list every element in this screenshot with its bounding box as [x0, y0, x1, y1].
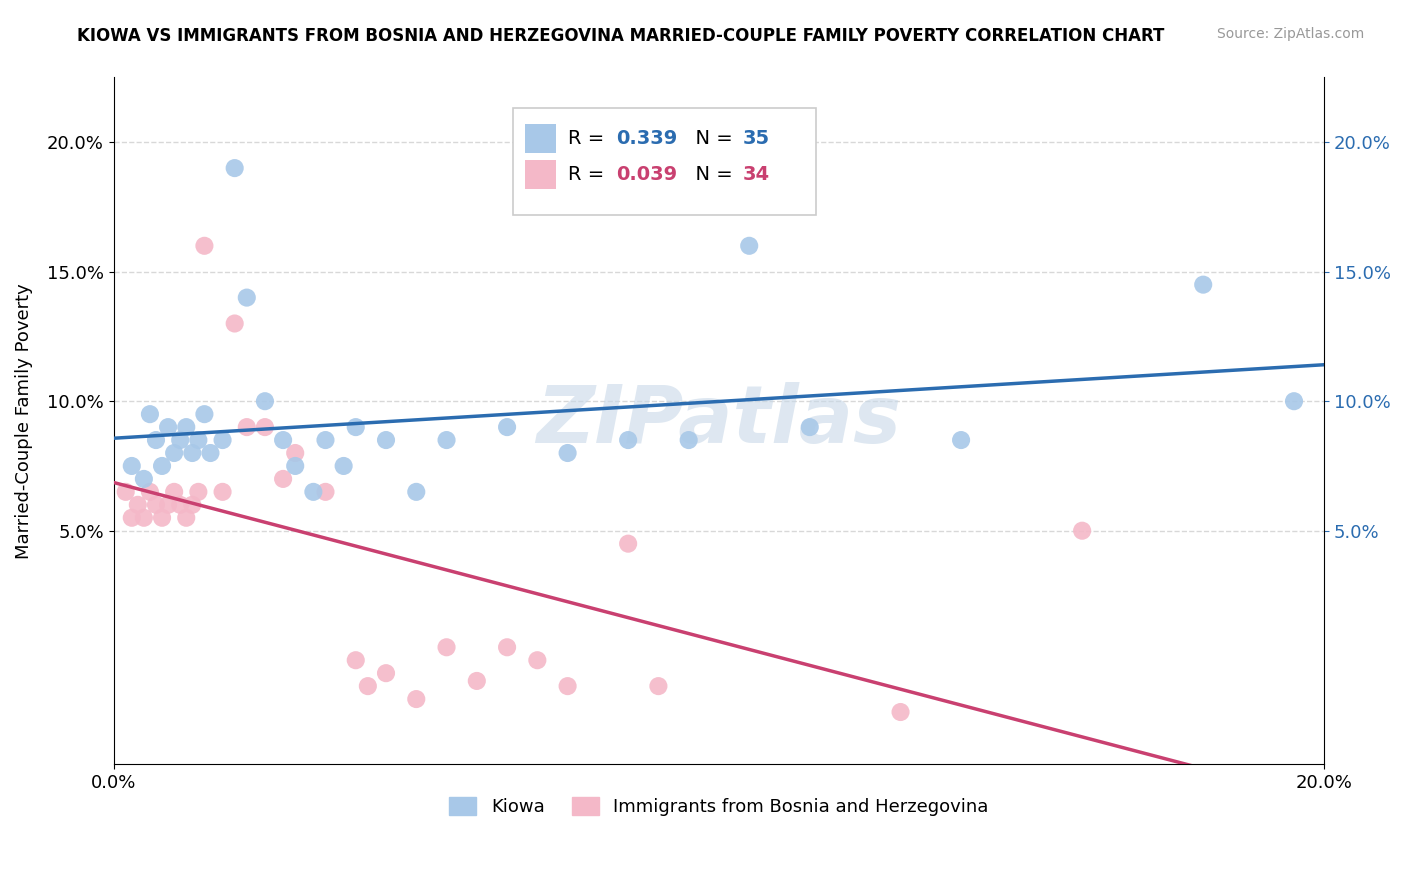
- Point: [890, 705, 912, 719]
- Text: N =: N =: [683, 165, 738, 184]
- Point: [253, 420, 276, 434]
- Point: [187, 433, 209, 447]
- Point: [169, 433, 191, 447]
- Point: [150, 458, 173, 473]
- Point: [163, 446, 186, 460]
- FancyBboxPatch shape: [526, 160, 555, 188]
- Text: ZIPatlas: ZIPatlas: [537, 382, 901, 459]
- Text: 0.339: 0.339: [616, 129, 678, 148]
- Point: [617, 433, 640, 447]
- Point: [496, 640, 519, 655]
- Point: [145, 433, 167, 447]
- Point: [114, 484, 136, 499]
- Point: [174, 420, 197, 434]
- Point: [121, 458, 143, 473]
- Point: [169, 498, 191, 512]
- Point: [157, 498, 180, 512]
- Point: [132, 510, 155, 524]
- Point: [344, 653, 367, 667]
- Point: [678, 433, 700, 447]
- Point: [344, 420, 367, 434]
- Point: [314, 484, 336, 499]
- Legend: Kiowa, Immigrants from Bosnia and Herzegovina: Kiowa, Immigrants from Bosnia and Herzeg…: [441, 789, 995, 823]
- Point: [193, 239, 215, 253]
- Point: [211, 484, 233, 499]
- Point: [557, 446, 579, 460]
- Point: [236, 420, 259, 434]
- Text: N =: N =: [683, 129, 738, 148]
- Point: [405, 692, 427, 706]
- Text: 35: 35: [744, 129, 770, 148]
- Point: [332, 458, 354, 473]
- Point: [145, 498, 167, 512]
- Point: [799, 420, 821, 434]
- Point: [1071, 524, 1094, 538]
- Point: [271, 472, 294, 486]
- FancyBboxPatch shape: [513, 108, 815, 215]
- Point: [132, 472, 155, 486]
- Point: [224, 161, 246, 175]
- Point: [127, 498, 149, 512]
- Y-axis label: Married-Couple Family Poverty: Married-Couple Family Poverty: [15, 283, 32, 558]
- Point: [253, 394, 276, 409]
- Point: [284, 446, 307, 460]
- Point: [181, 498, 204, 512]
- Text: KIOWA VS IMMIGRANTS FROM BOSNIA AND HERZEGOVINA MARRIED-COUPLE FAMILY POVERTY CO: KIOWA VS IMMIGRANTS FROM BOSNIA AND HERZ…: [77, 27, 1164, 45]
- Point: [181, 446, 204, 460]
- Point: [314, 433, 336, 447]
- Point: [157, 420, 180, 434]
- Point: [647, 679, 669, 693]
- Point: [121, 510, 143, 524]
- Point: [236, 291, 259, 305]
- Point: [139, 484, 162, 499]
- Point: [436, 640, 458, 655]
- Point: [211, 433, 233, 447]
- Text: R =: R =: [568, 129, 610, 148]
- Point: [187, 484, 209, 499]
- Point: [1192, 277, 1215, 292]
- Text: 34: 34: [744, 165, 770, 184]
- Point: [1282, 394, 1305, 409]
- Point: [557, 679, 579, 693]
- Point: [150, 510, 173, 524]
- Point: [405, 484, 427, 499]
- Point: [465, 673, 488, 688]
- Point: [271, 433, 294, 447]
- Point: [224, 317, 246, 331]
- Point: [357, 679, 380, 693]
- Point: [375, 433, 398, 447]
- Point: [496, 420, 519, 434]
- Text: R =: R =: [568, 165, 610, 184]
- Point: [436, 433, 458, 447]
- Point: [950, 433, 973, 447]
- Point: [302, 484, 325, 499]
- Point: [163, 484, 186, 499]
- Point: [284, 458, 307, 473]
- Point: [200, 446, 222, 460]
- Text: Source: ZipAtlas.com: Source: ZipAtlas.com: [1216, 27, 1364, 41]
- Point: [617, 536, 640, 550]
- Point: [139, 407, 162, 421]
- Text: 0.039: 0.039: [616, 165, 678, 184]
- Point: [738, 239, 761, 253]
- Point: [174, 510, 197, 524]
- Point: [526, 653, 548, 667]
- Point: [193, 407, 215, 421]
- FancyBboxPatch shape: [526, 124, 555, 153]
- Point: [375, 666, 398, 681]
